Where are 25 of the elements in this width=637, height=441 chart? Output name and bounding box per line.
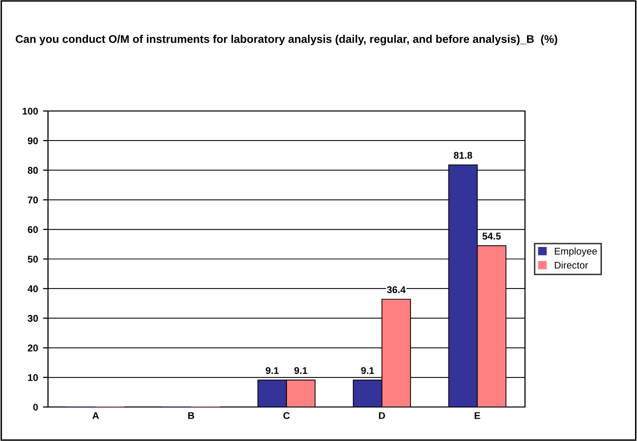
data-label: 9.1 — [266, 367, 279, 374]
data-label: 36.4 — [386, 286, 406, 294]
y-tick-label: 70 — [28, 196, 38, 204]
chart-title: Can you conduct O/M of instruments for laboratory analysis (daily, regular, and before analysis)_B (%) — [16, 34, 558, 46]
y-tick-label: 30 — [28, 314, 38, 322]
y-tick-label: 40 — [28, 285, 38, 292]
y-tick-label: 0 — [33, 404, 38, 411]
data-label: 9.1 — [294, 367, 308, 374]
data-label: 81.8 — [454, 152, 472, 159]
y-tick-label: 90 — [28, 137, 38, 144]
legend-label: Employee — [554, 248, 597, 257]
data-label: 9.1 — [361, 367, 374, 374]
y-tick-label: 10 — [28, 374, 38, 382]
y-tick-label: 60 — [28, 226, 38, 234]
x-tick-label: A — [92, 412, 99, 419]
x-tick-label: E — [474, 412, 480, 419]
x-tick-label: D — [379, 412, 385, 419]
x-tick-label: C — [283, 412, 290, 419]
x-tick-label: B — [188, 412, 194, 419]
y-tick-label: 80 — [28, 166, 38, 174]
y-tick-label: 100 — [22, 108, 38, 115]
legend-label: Director — [554, 261, 588, 269]
data-label: 54.5 — [482, 232, 501, 240]
y-tick-label: 50 — [28, 256, 38, 263]
y-tick-label: 20 — [28, 344, 38, 352]
